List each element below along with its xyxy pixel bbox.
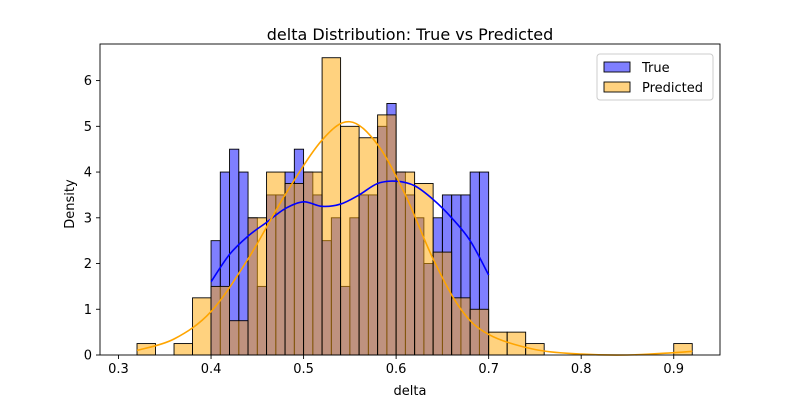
predicted-bar xyxy=(432,251,453,356)
y-tick-label: 5 xyxy=(84,120,92,135)
legend-swatch xyxy=(603,81,631,93)
x-tick-label: 0.6 xyxy=(386,362,407,377)
x-tick-label: 0.8 xyxy=(571,362,592,377)
predicted-bar xyxy=(358,137,379,356)
predicted-bar xyxy=(377,114,397,356)
x-axis-ticks: 0.3 0.4 0.5 0.6 0.7 0.8 0.9 xyxy=(108,355,684,377)
y-tick-label: 3 xyxy=(84,211,92,226)
predicted-bar xyxy=(247,217,268,356)
x-axis-label: delta xyxy=(394,384,427,399)
y-tick-label: 2 xyxy=(84,257,92,272)
y-tick-label: 6 xyxy=(84,74,92,89)
plot-frame xyxy=(99,43,721,356)
y-tick-label: 1 xyxy=(84,303,92,318)
y-axis-ticks: 0 1 2 3 4 5 6 xyxy=(84,74,100,364)
x-tick-label: 0.7 xyxy=(478,362,499,377)
x-tick-label: 0.3 xyxy=(108,362,129,377)
predicted-bar xyxy=(229,320,249,356)
legend: True Predicted xyxy=(596,53,714,101)
chart-title: delta Distribution: True vs Predicted xyxy=(267,25,554,44)
predicted-bar xyxy=(340,125,360,356)
x-tick-label: 0.4 xyxy=(201,362,222,377)
legend-label: Predicted xyxy=(642,81,703,96)
predicted-bar xyxy=(414,183,434,356)
predicted-bar xyxy=(303,171,323,356)
y-tick-label: 4 xyxy=(84,166,92,181)
legend-swatch xyxy=(603,61,631,73)
predicted-bar xyxy=(451,297,471,356)
predicted-bar xyxy=(173,343,193,356)
predicted-bar xyxy=(395,171,416,356)
x-tick-label: 0.9 xyxy=(663,362,684,377)
predicted-bar xyxy=(284,183,305,356)
true-kde-line xyxy=(210,180,490,283)
y-axis-label: Density xyxy=(63,179,78,229)
legend-label: True xyxy=(641,61,670,76)
x-tick-label: 0.5 xyxy=(293,362,314,377)
y-tick-label: 0 xyxy=(84,349,92,364)
predicted-bar xyxy=(210,285,231,356)
